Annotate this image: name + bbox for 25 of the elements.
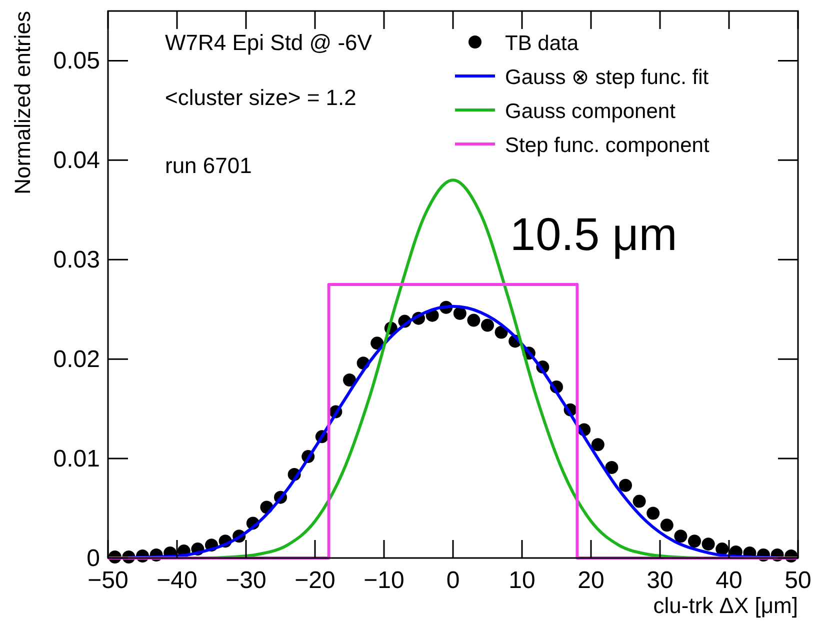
x-tick-label: 10 [508, 567, 536, 594]
annotation: W7R4 Epi Std @ -6V [165, 30, 372, 55]
annotation: 10.5 μm [510, 208, 678, 260]
y-axis-title: Normalized entries [10, 11, 35, 194]
x-tick-label: −20 [294, 567, 336, 594]
y-tick-label: 0.04 [53, 147, 100, 174]
x-tick-label: 50 [784, 567, 812, 594]
legend-label: TB data [505, 32, 579, 55]
legend-label: Step func. component [505, 134, 710, 157]
y-tick-label: 0.01 [53, 446, 100, 473]
y-tick-label: 0.02 [53, 346, 100, 374]
x-tick-label: 0 [446, 567, 460, 594]
x-axis-title: clu-trk ΔX [μm] [653, 593, 798, 618]
x-tick-label: 30 [646, 567, 674, 594]
y-tick-label: 0.03 [53, 246, 100, 274]
legend-label: Gauss ⊗ step func. fit [505, 66, 709, 89]
annotation: <cluster size> = 1.2 [165, 85, 356, 110]
annotation: run 6701 [165, 153, 252, 178]
x-tick-label: −40 [156, 567, 198, 594]
y-tick-label: 0.05 [53, 48, 100, 75]
x-tick-label: 40 [716, 567, 742, 594]
legend-label: Gauss component [505, 100, 676, 123]
x-tick-label: 20 [578, 567, 604, 594]
x-tick-label: −30 [226, 567, 266, 594]
x-tick-label: −10 [364, 567, 404, 594]
